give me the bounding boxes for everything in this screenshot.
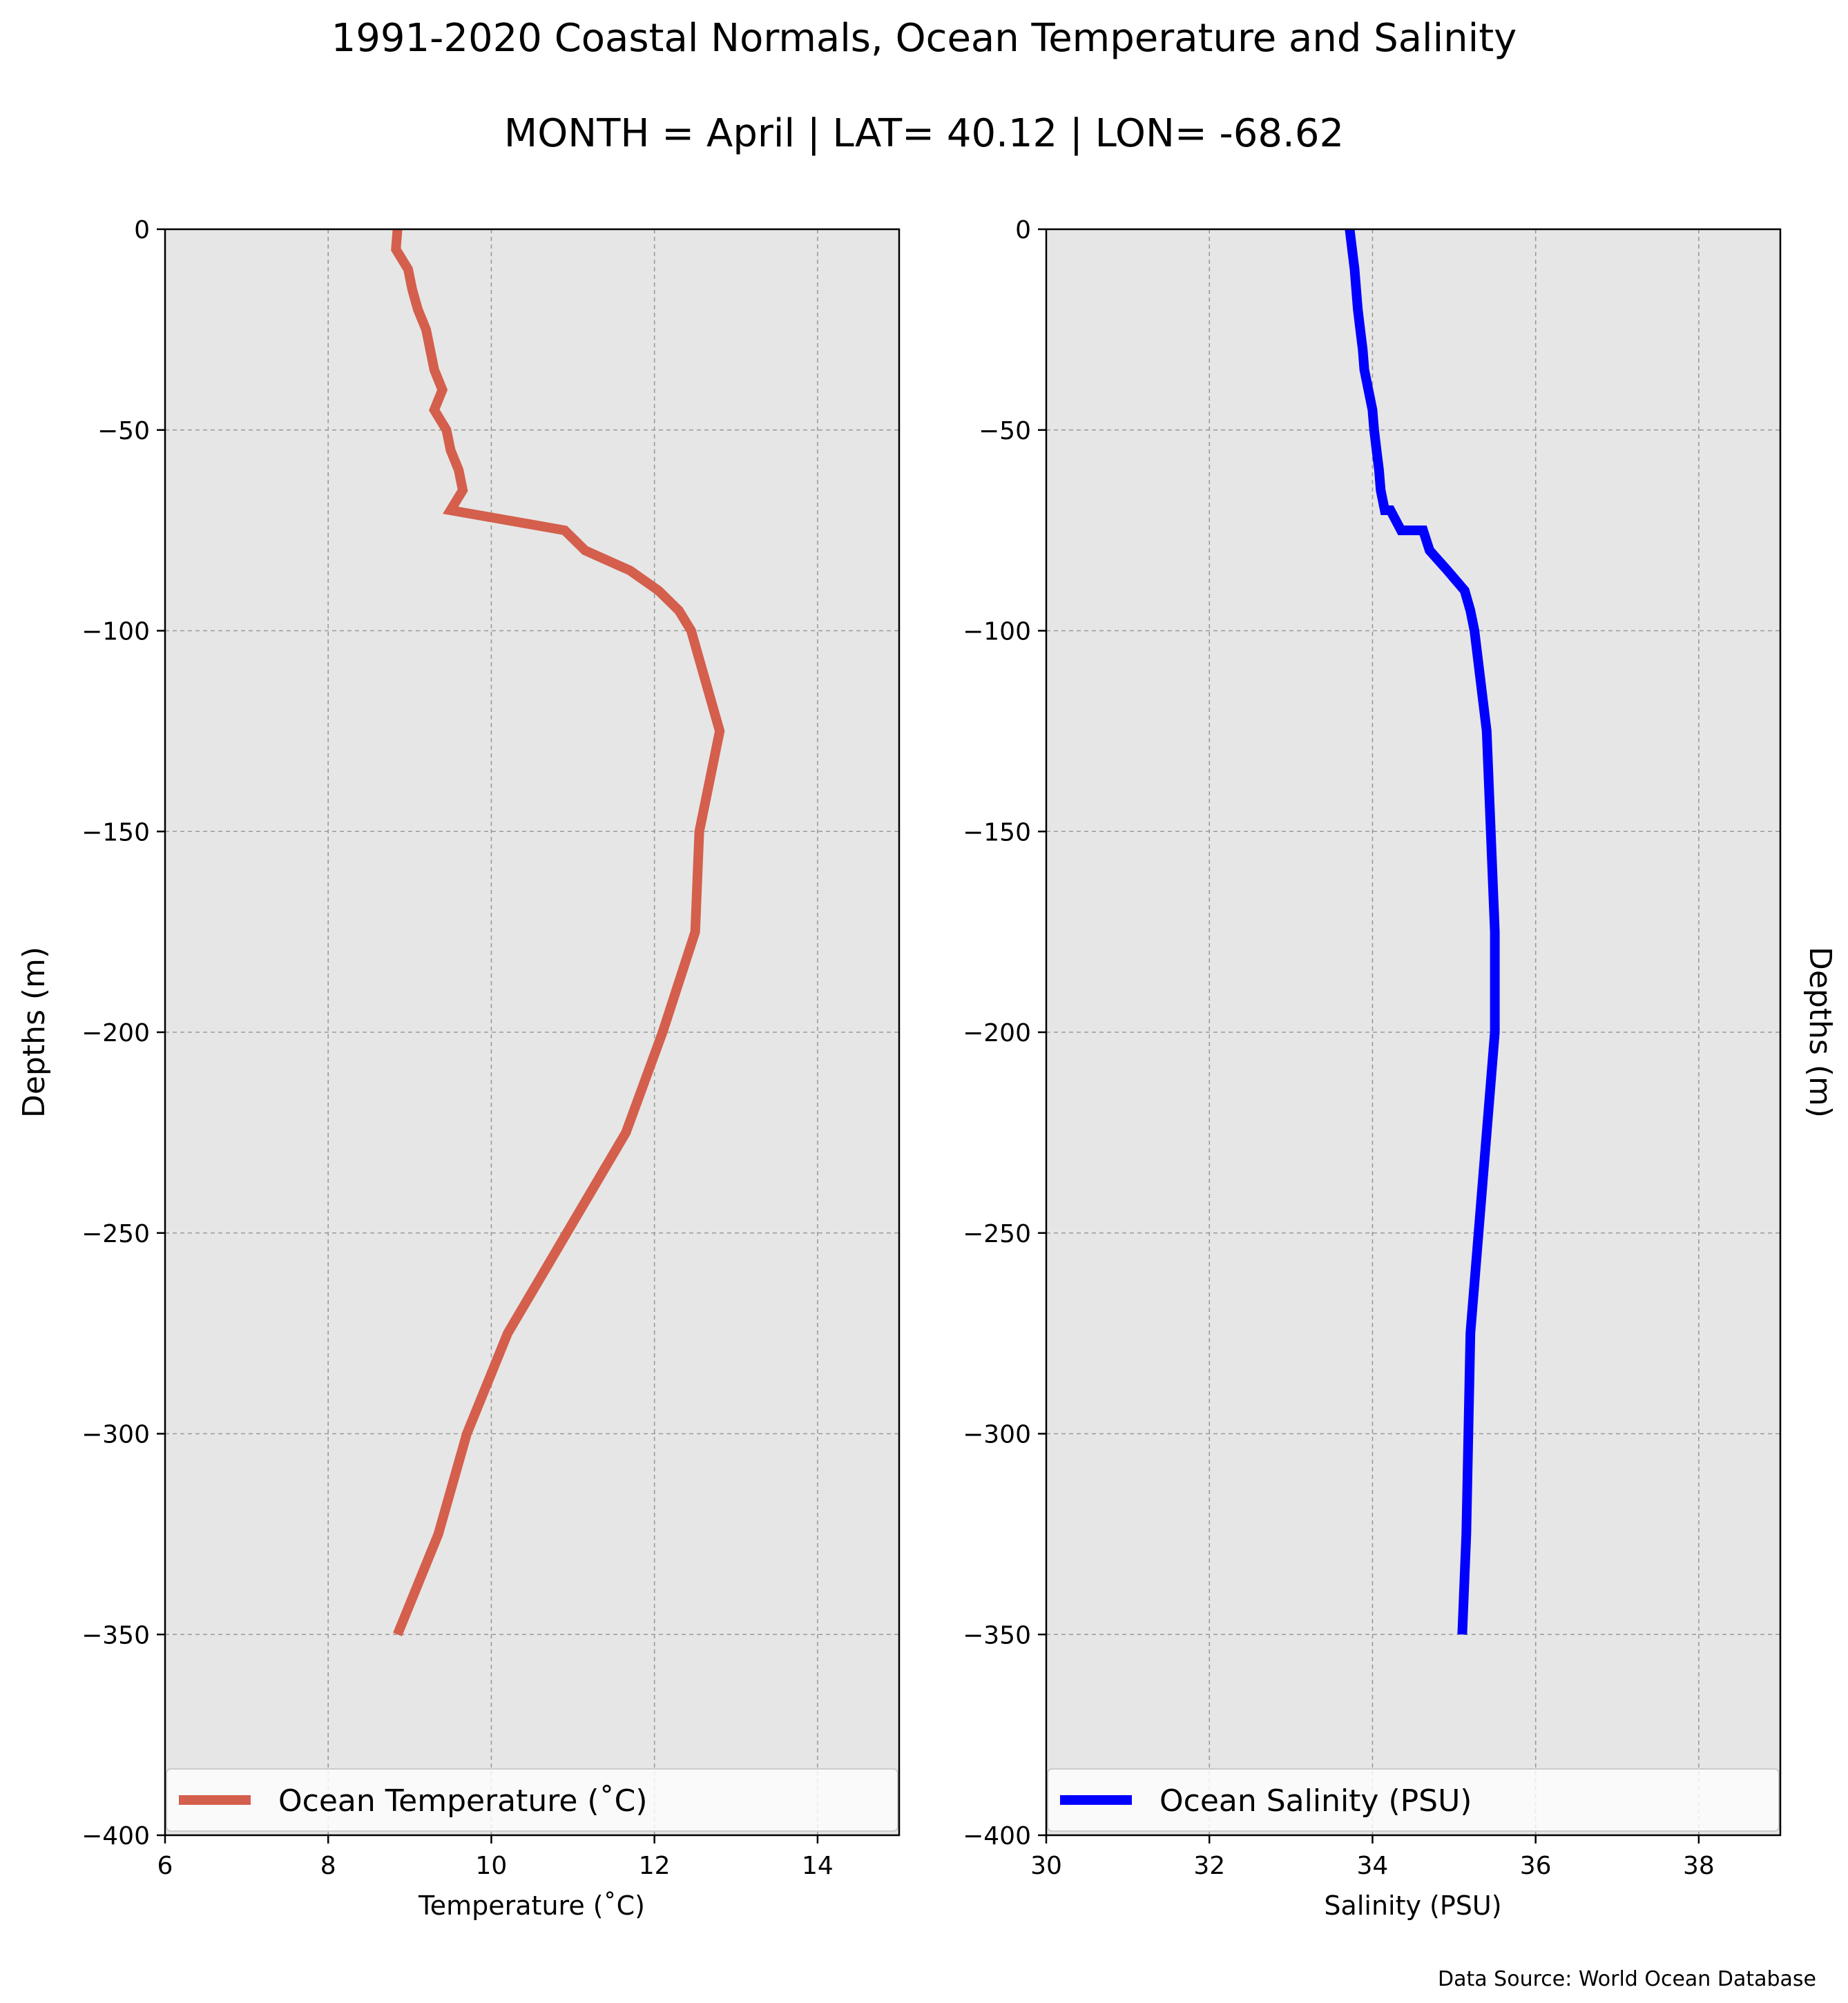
- salinity-x-tick-label: 30: [1030, 1852, 1062, 1880]
- salinity-x-tick-label: 36: [1520, 1852, 1552, 1880]
- salinity-y-tick-label: −400: [963, 1822, 1031, 1850]
- temperature-x-tick-label: 12: [639, 1852, 671, 1880]
- figure-subtitle: MONTH = April | LAT= 40.12 | LON= -68.62: [504, 111, 1344, 156]
- salinity-x-axis-label: Salinity (PSU): [1324, 1890, 1501, 1921]
- temperature-y-tick-label: −50: [97, 417, 150, 445]
- temperature-y-tick-label: −250: [81, 1220, 150, 1248]
- temperature-panel: Ocean Temperature (˚C) 6 8 10 12 14 0 −50 −100 −…: [17, 216, 901, 1921]
- salinity-x-tick-label: 38: [1683, 1852, 1715, 1880]
- salinity-legend-label: Ocean Salinity (PSU): [1159, 1783, 1472, 1819]
- salinity-panel: Ocean Salinity (PSU) 30 32 34 36 38 0 −50 −100 −…: [963, 216, 1838, 1921]
- salinity-y-axis-label: Depths (m): [1802, 947, 1838, 1118]
- salinity-ticks: 30 32 34 36 38 0 −50 −100 −150 −200 −250 −300 −350 −4…: [963, 216, 1715, 1880]
- salinity-y-tick-label: −50: [979, 417, 1031, 445]
- temperature-profile-line: [391, 229, 725, 1636]
- salinity-y-tick-label: −300: [963, 1421, 1031, 1449]
- salinity-x-tick-label: 32: [1193, 1852, 1225, 1880]
- temperature-x-tick-label: 8: [320, 1852, 336, 1880]
- temperature-y-tick-label: 0: [134, 216, 150, 244]
- salinity-x-tick-label: 34: [1357, 1852, 1389, 1880]
- salinity-y-tick-label: −150: [963, 818, 1031, 846]
- temperature-y-tick-label: −300: [81, 1421, 150, 1449]
- temperature-y-axis-label: Depths (m): [17, 947, 52, 1118]
- salinity-grid: [1046, 229, 1780, 1835]
- salinity-y-tick-label: 0: [1015, 216, 1031, 244]
- salinity-legend-box: [1047, 1768, 1780, 1832]
- figure-title: 1991-2020 Coastal Normals, Ocean Tempera…: [331, 16, 1517, 61]
- salinity-profile-line: [1345, 229, 1500, 1635]
- temperature-x-tick-label: 6: [157, 1852, 173, 1880]
- temperature-x-tick-label: 10: [476, 1852, 508, 1880]
- salinity-legend: Ocean Salinity (PSU): [1047, 1768, 1780, 1832]
- temperature-x-axis-label: Temperature (˚C): [418, 1890, 645, 1921]
- temperature-ticks: 6 8 10 12 14 0 −50 −100 −150 −200 −250 −300 −350 −400: [81, 216, 834, 1880]
- salinity-y-tick-label: −350: [963, 1621, 1031, 1649]
- temperature-grid: [165, 229, 899, 1835]
- temperature-y-tick-label: −100: [81, 618, 150, 646]
- salinity-y-tick-label: −200: [963, 1019, 1031, 1047]
- temperature-y-tick-label: −350: [81, 1621, 150, 1649]
- temperature-y-tick-label: −400: [81, 1822, 150, 1850]
- temperature-x-tick-label: 14: [802, 1852, 834, 1880]
- temperature-legend: Ocean Temperature (˚C): [166, 1768, 898, 1832]
- temperature-y-tick-label: −150: [81, 818, 150, 846]
- temperature-legend-label: Ocean Temperature (˚C): [278, 1783, 648, 1819]
- temperature-y-tick-label: −200: [81, 1019, 150, 1047]
- salinity-y-tick-label: −100: [963, 618, 1031, 646]
- temperature-series-group: [391, 229, 725, 1636]
- salinity-series-group: [1345, 229, 1500, 1635]
- salinity-y-tick-label: −250: [963, 1220, 1031, 1248]
- temperature-legend-box: [166, 1768, 898, 1832]
- data-source-note: Data Source: World Ocean Database: [1438, 1967, 1816, 1991]
